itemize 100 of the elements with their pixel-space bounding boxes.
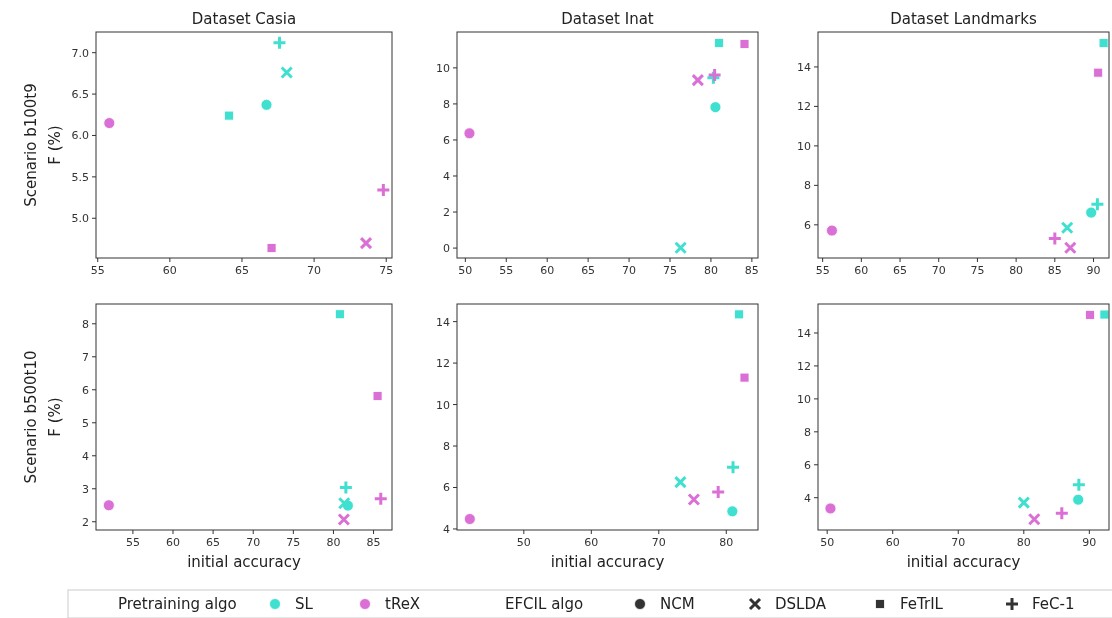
y-tick-label: 8	[804, 425, 811, 439]
y-tick-label: 2	[82, 515, 89, 529]
y-tick-label: 6	[82, 383, 89, 397]
point	[1099, 309, 1110, 320]
y-tick-label: 6.0	[71, 129, 89, 143]
x-tick-label: 80	[703, 264, 718, 277]
y-tick-label: 5.5	[71, 170, 89, 184]
y-tick-label: 12	[797, 100, 811, 114]
chart-title: Dataset Casia	[191, 10, 297, 28]
point	[1085, 309, 1095, 320]
x-tick-label: 65	[893, 264, 908, 277]
y-tick-label: 6	[443, 133, 450, 147]
x-tick-label: 80	[1009, 264, 1024, 277]
point	[1027, 512, 1041, 526]
x-tick-label: 60	[885, 536, 900, 549]
chart-title: Dataset Inat	[561, 10, 654, 28]
point	[734, 309, 744, 320]
text: Scenario b500t10	[22, 350, 40, 484]
x-tick-label: 55	[815, 264, 830, 277]
x-tick-label: 75	[379, 264, 394, 277]
x-tick-label: 90	[1082, 536, 1097, 549]
text: DSLDA	[775, 595, 827, 613]
point	[1060, 221, 1074, 235]
point	[709, 101, 722, 114]
point	[725, 459, 741, 475]
y-tick-label: 10	[436, 61, 450, 75]
x-tick-label: 75	[970, 264, 985, 277]
point	[673, 475, 687, 489]
y-tick-label: 10	[797, 139, 811, 153]
point	[260, 98, 273, 111]
y-tick-label: 12	[436, 357, 450, 371]
y-tick-label: 5	[82, 416, 89, 430]
point	[714, 38, 725, 48]
x-tick-label: 80	[1016, 536, 1031, 549]
point	[271, 35, 287, 51]
x-tick-label: 60	[162, 264, 177, 277]
x-tick-label: 75	[663, 264, 677, 277]
x-tick-label: 80	[719, 536, 734, 549]
y-tick-label: 5.0	[71, 212, 89, 226]
y-tick-label: 4	[443, 170, 450, 183]
x-tick-label: 70	[651, 536, 666, 549]
x-tick-label: 65	[581, 264, 596, 277]
point	[824, 502, 837, 515]
point	[266, 243, 277, 253]
y-tick-label: 7.0	[71, 46, 89, 60]
y-tick-label: 10	[797, 392, 811, 406]
x-tick-label: 65	[206, 536, 221, 549]
x-tick-label: 70	[246, 536, 261, 549]
point	[674, 241, 688, 255]
y-tick-label: 6	[443, 481, 450, 495]
point	[726, 505, 739, 518]
x-tick-label: 55	[90, 264, 105, 277]
x-tick-label: 85	[366, 536, 381, 549]
x-axis-title: initial accuracy	[187, 553, 301, 571]
point	[1054, 505, 1070, 521]
x-tick-label: 55	[499, 264, 514, 277]
x-tick-label: 85	[1047, 264, 1062, 277]
point	[739, 38, 750, 49]
x-tick-label: 70	[307, 264, 322, 277]
point	[687, 493, 701, 507]
point	[359, 236, 373, 250]
y-tick-label: 14	[436, 315, 450, 329]
point	[1093, 67, 1104, 78]
point	[1017, 496, 1031, 510]
x-tick-label: 90	[1086, 264, 1101, 277]
text: NCM	[660, 595, 695, 613]
x-tick-label: 75	[286, 536, 301, 549]
text: tReX	[385, 595, 421, 613]
text: FeTrIL	[900, 595, 944, 613]
x-tick-label: 60	[854, 264, 869, 277]
y-tick-label: 8	[443, 440, 450, 454]
text: FeC-1	[1032, 595, 1075, 613]
point	[826, 224, 838, 237]
point	[334, 309, 345, 320]
x-tick-label: 60	[166, 536, 181, 549]
point	[373, 491, 389, 507]
y-tick-label: 7	[82, 350, 89, 364]
text: SL	[295, 595, 314, 613]
x-tick-label: 60	[584, 536, 599, 549]
x-tick-label: 70	[931, 264, 946, 277]
text: EFCIL algo	[505, 595, 584, 613]
point	[337, 496, 351, 510]
point	[463, 127, 476, 140]
point	[1047, 230, 1063, 246]
y-axis-title: F (%)	[46, 397, 64, 437]
point	[280, 66, 294, 80]
point	[463, 513, 476, 525]
y-tick-label: 8	[804, 179, 811, 193]
x-tick-label: 50	[820, 536, 835, 549]
point	[375, 182, 391, 198]
point	[102, 499, 115, 512]
point	[1089, 196, 1105, 212]
point	[1071, 477, 1087, 493]
y-tick-label: 4	[443, 522, 450, 536]
y-tick-label: 0	[443, 242, 450, 256]
x-tick-label: 65	[234, 264, 249, 277]
y-tick-label: 4	[82, 449, 89, 463]
x-tick-label: 70	[622, 264, 637, 277]
text: Scenario b100t9	[22, 83, 40, 207]
y-tick-label: 14	[797, 326, 811, 340]
